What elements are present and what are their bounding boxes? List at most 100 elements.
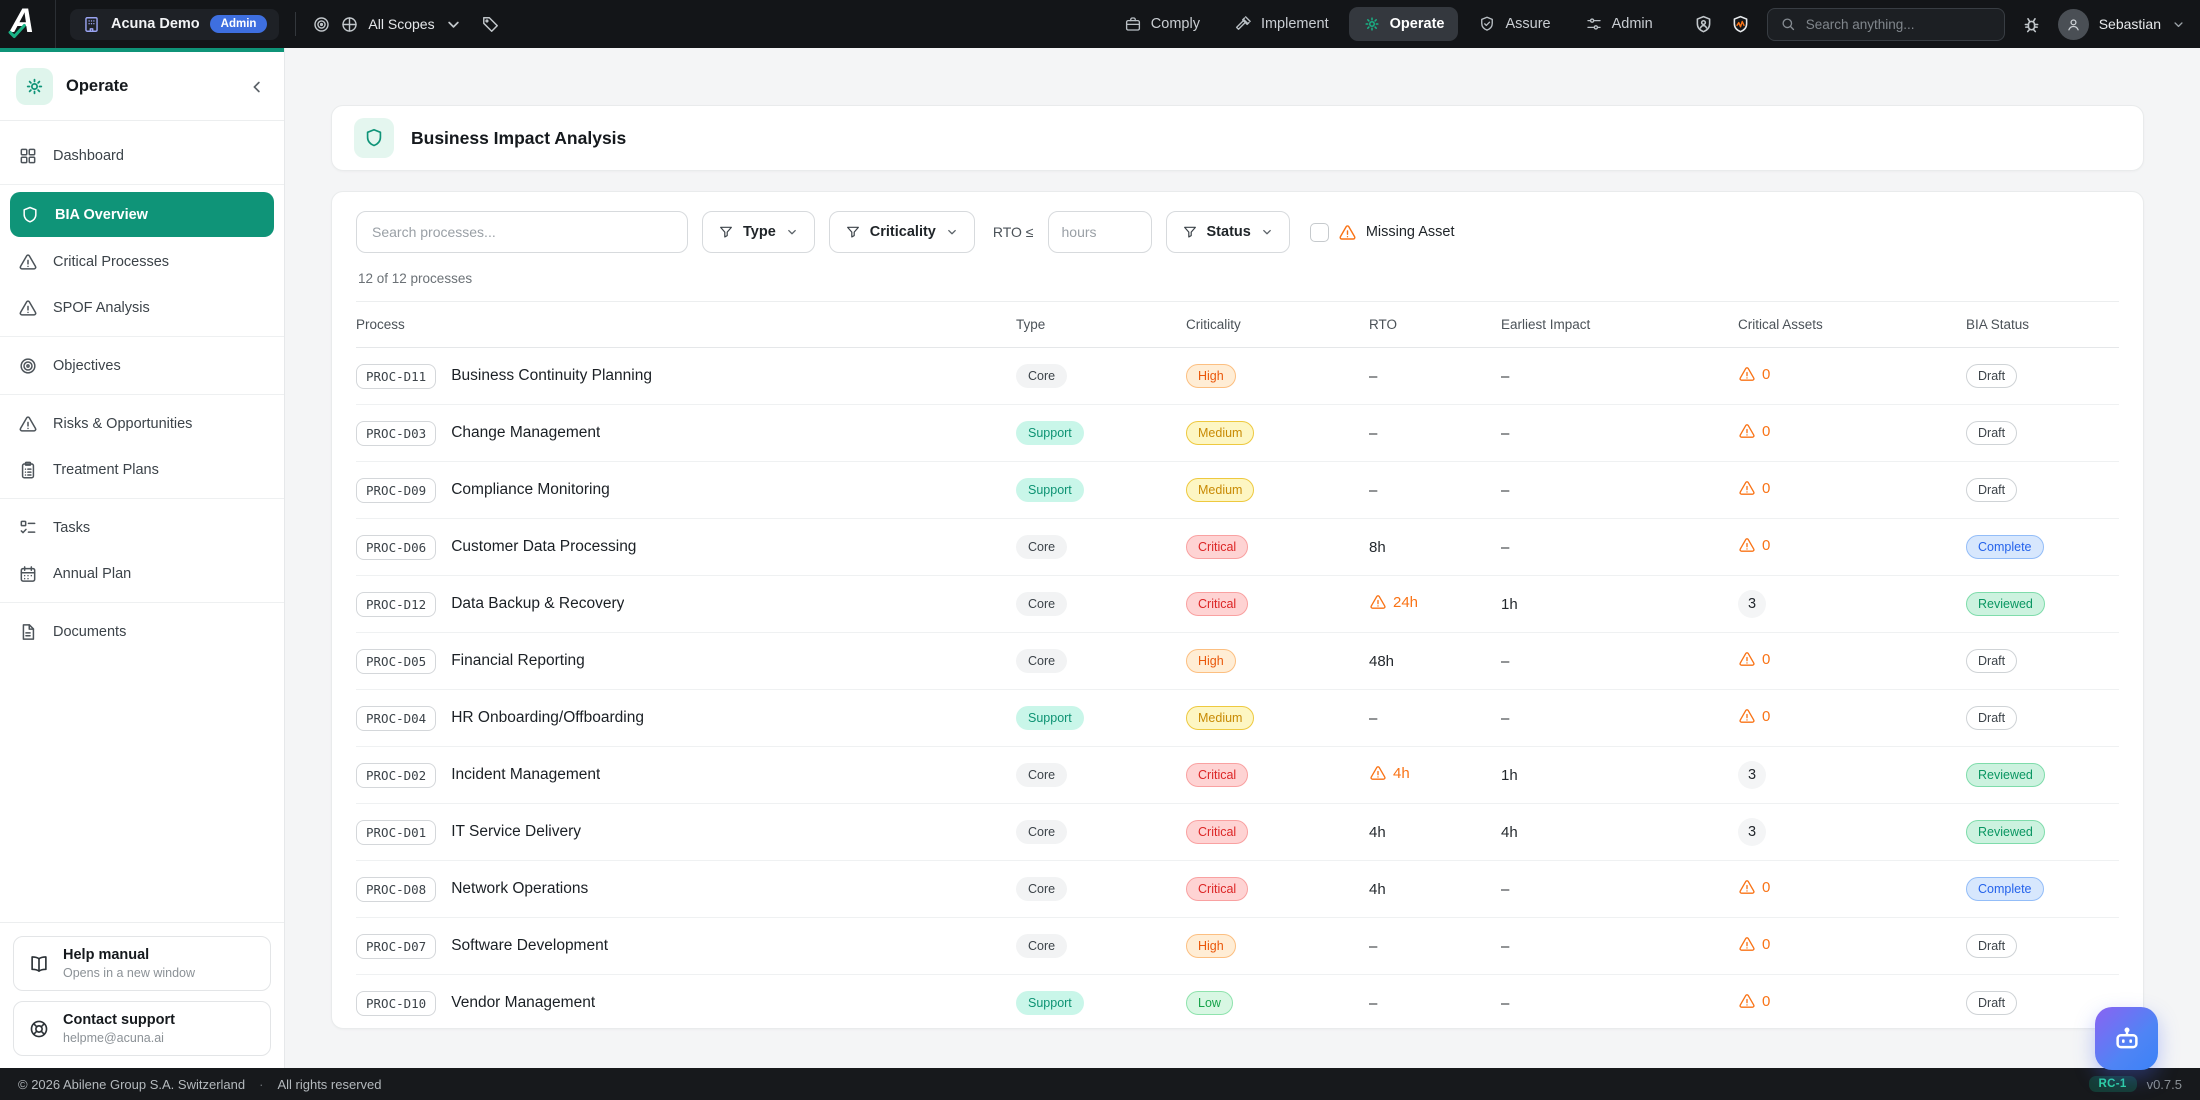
table-row[interactable]: PROC-D10 Vendor Management Support Low –… <box>356 975 2119 1028</box>
shield-icon <box>363 127 385 149</box>
table-row[interactable]: PROC-D03 Change Management Support Mediu… <box>356 405 2119 462</box>
sidebar-collapse-icon[interactable] <box>248 78 266 96</box>
bia-status-badge: Draft <box>1966 364 2018 388</box>
criticality-filter-dropdown[interactable]: Criticality <box>828 211 975 253</box>
user-menu[interactable]: Sebastian <box>2057 8 2186 40</box>
help-manual-title: Help manual <box>63 947 150 963</box>
bia-table-card: Type Criticality RTO ≤ Status Missing As… <box>331 191 2144 1029</box>
sliders-icon <box>1585 15 1603 33</box>
nav-assure[interactable]: Assure <box>1464 7 1564 41</box>
sidebar-item-dashboard[interactable]: Dashboard <box>0 133 284 178</box>
nav-label: Implement <box>1260 16 1329 32</box>
rto-hours-input[interactable] <box>1047 211 1152 253</box>
help-manual-subtitle: Opens in a new window <box>63 966 196 980</box>
process-name: Change Management <box>451 424 601 441</box>
bia-status-badge: Reviewed <box>1966 820 2045 844</box>
assistant-fab[interactable] <box>2095 1007 2158 1070</box>
global-search[interactable] <box>1766 7 2005 41</box>
sidebar-item-annual-plan[interactable]: Annual Plan <box>0 551 284 596</box>
bia-status-badge: Draft <box>1966 934 2018 958</box>
topbar-right: Sebastian <box>1693 7 2186 41</box>
table-row[interactable]: PROC-D08 Network Operations Core Critica… <box>356 861 2119 918</box>
rto-value: – <box>1369 481 1378 499</box>
globe-icon <box>340 15 359 34</box>
footer-separator: · <box>259 1076 264 1092</box>
sidebar-item-tasks[interactable]: Tasks <box>0 505 284 550</box>
global-search-input[interactable] <box>1805 16 1992 32</box>
sidebar-item-objectives[interactable]: Objectives <box>0 343 284 388</box>
criticality-badge: Low <box>1186 991 1233 1015</box>
version-label: v0.7.5 <box>2146 1076 2182 1092</box>
sidebar-footer: Help manual Opens in a new window Contac… <box>0 922 284 1068</box>
logo-check-icon <box>4 20 30 42</box>
privacy-shield-icon[interactable] <box>1693 14 1714 35</box>
bug-report-icon[interactable] <box>2021 14 2042 35</box>
sidebar-item-critical-processes[interactable]: Critical Processes <box>0 239 284 284</box>
sidebar-item-spof-analysis[interactable]: SPOF Analysis <box>0 285 284 330</box>
nav-comply[interactable]: Comply <box>1110 7 1214 41</box>
process-name: Incident Management <box>451 766 601 783</box>
type-filter-dropdown[interactable]: Type <box>702 211 815 253</box>
table-row[interactable]: PROC-D06 Customer Data Processing Core C… <box>356 519 2119 576</box>
type-badge: Support <box>1016 421 1084 445</box>
warning-icon <box>1369 764 1387 782</box>
type-badge: Core <box>1016 877 1068 901</box>
sidebar-group: Objectives <box>0 336 284 394</box>
missing-asset-label: Missing Asset <box>1365 224 1455 240</box>
org-switcher[interactable]: Acuna Demo Admin <box>70 8 280 40</box>
nav-implement[interactable]: Implement <box>1220 7 1343 41</box>
table-row[interactable]: PROC-D11 Business Continuity Planning Co… <box>356 348 2119 405</box>
process-name: Software Development <box>451 937 609 954</box>
type-badge: Support <box>1016 478 1084 502</box>
contact-support-card[interactable]: Contact support helpme@acuna.ai <box>13 1001 271 1056</box>
table-body: PROC-D11 Business Continuity Planning Co… <box>356 348 2119 1028</box>
process-name: Network Operations <box>451 880 589 897</box>
contact-support-email: helpme@acuna.ai <box>63 1031 164 1045</box>
table-row[interactable]: PROC-D12 Data Backup & Recovery Core Cri… <box>356 576 2119 633</box>
security-monitor-icon[interactable] <box>1730 14 1751 35</box>
scopes-label: All Scopes <box>368 16 435 32</box>
status-filter-dropdown[interactable]: Status <box>1165 211 1290 253</box>
sidebar-nav: Dashboard BIA Overview Critical Processes S… <box>0 121 284 922</box>
tags-icon[interactable] <box>481 15 500 34</box>
help-manual-card[interactable]: Help manual Opens in a new window <box>13 936 271 991</box>
sidebar-item-risks-opportunities[interactable]: Risks & Opportunities <box>0 401 284 446</box>
document-icon <box>18 622 38 642</box>
table-row[interactable]: PROC-D07 Software Development Core High … <box>356 918 2119 975</box>
table-row[interactable]: PROC-D04 HR Onboarding/Offboarding Suppo… <box>356 690 2119 747</box>
app-logo[interactable]: A <box>0 0 56 48</box>
target-icon <box>18 356 38 376</box>
footer-copyright: © 2026 Abilene Group S.A. Switzerland <box>18 1076 246 1092</box>
sidebar-group: Risks & Opportunities Treatment Plans <box>0 394 284 498</box>
process-name: Data Backup & Recovery <box>451 595 625 612</box>
missing-asset-filter[interactable]: Missing Asset <box>1309 222 1455 242</box>
earliest-impact-value: – <box>1501 994 1510 1012</box>
critical-assets-value: 0 <box>1738 707 1966 729</box>
rto-value: 4h <box>1369 823 1386 841</box>
sidebar-item-bia-overview[interactable]: BIA Overview <box>10 192 274 237</box>
col-process: Process <box>356 317 405 332</box>
nav-label: Assure <box>1505 16 1551 32</box>
process-name: Compliance Monitoring <box>451 481 610 498</box>
critical-assets-value: 0 <box>1738 992 1966 1014</box>
warning-icon <box>1738 992 1756 1010</box>
funnel-icon <box>1182 224 1198 240</box>
sidebar-item-label: Risks & Opportunities <box>53 415 193 432</box>
col-criticality: Criticality <box>1186 317 1241 332</box>
process-search-input[interactable] <box>356 211 688 253</box>
table-row[interactable]: PROC-D02 Incident Management Core Critic… <box>356 747 2119 804</box>
clipboard-icon <box>18 460 38 480</box>
sidebar-item-treatment-plans[interactable]: Treatment Plans <box>0 447 284 492</box>
warning-icon <box>1738 707 1756 725</box>
table-row[interactable]: PROC-D05 Financial Reporting Core High 4… <box>356 633 2119 690</box>
table-row[interactable]: PROC-D09 Compliance Monitoring Support M… <box>356 462 2119 519</box>
table-row[interactable]: PROC-D01 IT Service Delivery Core Critic… <box>356 804 2119 861</box>
scope-selector[interactable]: All Scopes <box>312 15 462 34</box>
missing-asset-checkbox[interactable] <box>1309 222 1329 242</box>
bia-status-badge: Complete <box>1966 877 2044 901</box>
nav-admin[interactable]: Admin <box>1571 7 1667 41</box>
nav-operate[interactable]: Operate <box>1348 7 1459 41</box>
sidebar-item-documents[interactable]: Documents <box>0 609 284 654</box>
gear-icon <box>1363 15 1381 33</box>
criticality-filter-label: Criticality <box>869 224 936 240</box>
